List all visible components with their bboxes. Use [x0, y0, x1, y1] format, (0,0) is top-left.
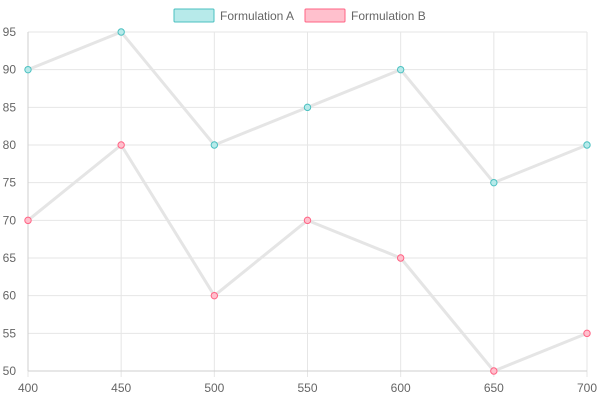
data-point-formulation-b[interactable]	[24, 216, 32, 225]
y-tick-label: 55	[3, 326, 17, 340]
y-tick-label: 50	[3, 364, 17, 378]
x-tick-label: 500	[204, 381, 224, 395]
data-point-formulation-b[interactable]	[583, 329, 591, 338]
x-tick-label: 450	[111, 381, 131, 395]
data-point-formulation-b[interactable]	[303, 216, 312, 225]
y-axis: 50 55 60 65 70 75 80 85 90 95	[3, 25, 29, 378]
legend-item-formulation-b[interactable]: Formulation B	[304, 8, 426, 23]
grid	[27, 31, 588, 377]
data-point-formulation-a[interactable]	[583, 141, 591, 149]
y-tick-label: 80	[3, 138, 17, 152]
x-tick-label: 700	[577, 381, 597, 395]
data-point-formulation-b[interactable]	[396, 254, 405, 262]
y-tick-label: 75	[3, 176, 17, 190]
y-tick-label: 90	[3, 63, 17, 77]
y-tick-label: 60	[3, 289, 17, 303]
legend-label-formulation-a: Formulation A	[220, 9, 294, 23]
x-tick-label: 650	[484, 381, 504, 395]
x-tick-label: 550	[297, 381, 317, 395]
data-point-formulation-a[interactable]	[210, 141, 219, 149]
legend-swatch-formulation-b	[304, 8, 346, 23]
series-layer	[24, 28, 591, 375]
legend-label-formulation-b: Formulation B	[351, 9, 426, 23]
legend-item-formulation-a[interactable]: Formulation A	[173, 8, 294, 23]
legend: Formulation A Formulation B	[173, 8, 426, 23]
data-point-formulation-a[interactable]	[303, 103, 312, 112]
data-point-formulation-a[interactable]	[117, 28, 125, 36]
y-tick-label: 65	[3, 251, 17, 265]
data-point-formulation-b[interactable]	[117, 141, 125, 149]
data-point-formulation-b[interactable]	[210, 291, 219, 300]
y-tick-label: 95	[3, 25, 17, 39]
legend-swatch-formulation-a	[173, 8, 215, 23]
x-tick-label: 400	[18, 381, 38, 395]
y-tick-label: 85	[3, 100, 17, 114]
x-tick-label: 600	[391, 381, 411, 395]
y-tick-label: 70	[3, 213, 17, 227]
data-point-formulation-b[interactable]	[490, 367, 498, 375]
data-point-formulation-a[interactable]	[24, 65, 32, 74]
data-point-formulation-a[interactable]	[396, 65, 405, 74]
data-point-formulation-a[interactable]	[490, 178, 498, 187]
